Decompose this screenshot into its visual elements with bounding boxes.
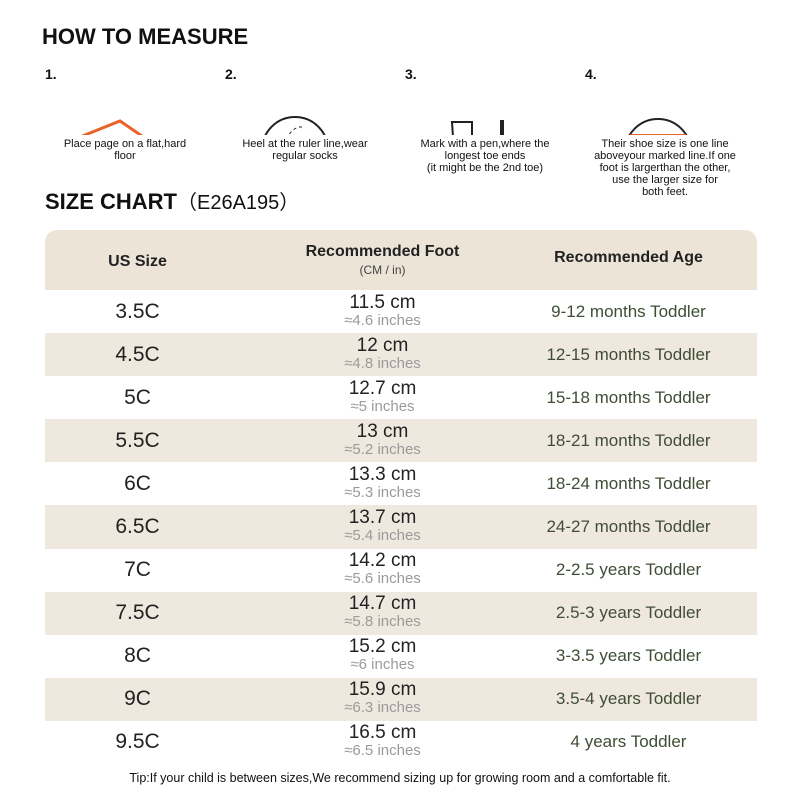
foot-cm: 14.7 cm [348, 593, 417, 615]
age: 2-2.5 years Toddler [555, 560, 702, 580]
foot-cm: 14.2 cm [348, 550, 417, 572]
table-row: 5.5C 13 cm ≈5.2 inches 18-21 months Toddler [45, 419, 757, 463]
size-table: US Size Recommended Foot (CM / in) Recommen… [45, 230, 757, 764]
caption-line: longest toe ends [444, 150, 526, 162]
column-subtitle: (CM / in) [359, 263, 406, 277]
caption-line: floor [114, 150, 136, 162]
table-row: 7C 14.2 cm ≈5.6 inches 2-2.5 years Toddler [45, 548, 757, 592]
age: 3.5-4 years Toddler [555, 689, 702, 709]
us-size: 5C [124, 385, 151, 409]
us-size: 8C [124, 644, 151, 668]
foot-cm: 12 cm [356, 334, 409, 356]
table-row: 9C 15.9 cm ≈6.3 inches 3.5-4 years Toddler [45, 677, 757, 721]
caption-line: both feet. [642, 186, 688, 198]
caption-line: Heel at the ruler line,wear [242, 138, 368, 150]
size-chart-title: SIZE CHART（E26A195） [45, 186, 299, 215]
table-row: 5C 12.7 cm ≈5 inches 15-18 months Toddler [45, 376, 757, 420]
header-title: HOW TO MEASURE [42, 24, 249, 49]
us-size: 9.5C [115, 730, 160, 754]
foot-cm: 13.3 cm [348, 463, 417, 485]
table-row: 4.5C 12 cm ≈4.8 inches 12-15 months Toddler [45, 333, 757, 377]
table-row: 6.5C 13.7 cm ≈5.4 inches 24-27 months Toddl… [45, 505, 757, 549]
table-row: 7.5C 14.7 cm ≈5.8 inches 2.5-3 years Toddle… [45, 591, 757, 635]
table-row: 3.5C 11.5 cm ≈4.6 inches 9-12 months Toddle… [45, 290, 757, 334]
us-size: 5.5C [115, 428, 160, 452]
footer-tip: Tip:If your child is between sizes,We re… [129, 771, 671, 785]
foot-cm: 15.2 cm [348, 636, 417, 658]
us-size: 7C [124, 558, 151, 582]
age: 4 years Toddler [570, 732, 687, 752]
caption-line: aboveyour marked line.If one [594, 150, 736, 162]
icon-heel [264, 116, 326, 135]
foot-inches: ≈4.8 inches [344, 354, 421, 372]
icon-foot [628, 118, 688, 135]
foot-cm: 13 cm [356, 420, 409, 442]
table-row: 9.5C 16.5 cm ≈6.5 inches 4 years Toddler [45, 720, 757, 764]
step-number: 1. [45, 66, 57, 82]
foot-inches: ≈6.3 inches [344, 699, 421, 717]
us-size: 4.5C [115, 342, 160, 366]
us-size: 7.5C [115, 601, 160, 625]
us-size: 6.5C [115, 514, 160, 538]
age: 12-15 months Toddler [546, 344, 711, 364]
us-size: 6C [124, 471, 151, 495]
table-row: 6C 13.3 cm ≈5.3 inches 18-24 months Toddler [45, 462, 757, 506]
foot-inches: ≈6.5 inches [344, 742, 421, 760]
step-number: 3. [405, 66, 417, 82]
age: 18-24 months Toddler [546, 473, 711, 493]
foot-inches: ≈5.2 inches [344, 440, 421, 458]
foot-inches: ≈5.6 inches [344, 570, 421, 588]
column-title: US Size [108, 253, 167, 270]
step-caption: Heel at the ruler line,wear regular socks [220, 138, 390, 162]
foot-cm: 13.7 cm [348, 506, 417, 528]
foot-inches: ≈5.4 inches [344, 526, 421, 544]
caption-line: (it might be the 2nd toe) [426, 162, 544, 174]
caption-line: foot is largerthan the other, [599, 162, 731, 174]
size-chart-label: SIZE CHART [45, 189, 177, 214]
foot-inches: ≈4.6 inches [344, 311, 421, 329]
age: 24-27 months Toddler [546, 516, 711, 536]
foot-cm: 15.9 cm [348, 679, 417, 701]
age: 2.5-3 years Toddler [555, 603, 702, 623]
step-caption: Mark with a pen,where the longest toe end… [400, 138, 570, 174]
step-caption: Their shoe size is one line aboveyour mar… [580, 138, 750, 198]
step-number: 2. [225, 66, 237, 82]
caption-line: use the larger size for [612, 174, 718, 186]
age: 18-21 months Toddler [546, 430, 711, 450]
us-size: 9C [124, 687, 151, 711]
foot-cm: 12.7 cm [348, 377, 417, 399]
caption-line: Place page on a flat,hard [63, 138, 187, 150]
foot-inches: ≈5.8 inches [344, 613, 421, 631]
age: 3-3.5 years Toddler [555, 646, 702, 666]
us-size: 3.5C [115, 299, 160, 323]
column-title: Recommended Foot [305, 243, 460, 260]
icon-sock [450, 120, 504, 135]
foot-cm: 16.5 cm [348, 722, 417, 744]
caption-line: Their shoe size is one line [601, 138, 729, 150]
size-chart-code: （E26A195） [177, 192, 300, 214]
foot-inches: ≈5 inches [350, 397, 415, 415]
column-title: Recommended Age [554, 249, 703, 266]
age: 9-12 months Toddler [551, 301, 706, 321]
foot-inches: ≈5.3 inches [344, 483, 421, 501]
age: 15-18 months Toddler [546, 387, 711, 407]
caption-line: Mark with a pen,where the [420, 138, 550, 150]
foot-cm: 11.5 cm [349, 291, 416, 313]
foot-inches: ≈6 inches [350, 656, 415, 674]
table-header: US Size Recommended Foot (CM / in) Recommen… [45, 230, 757, 290]
step-number: 4. [585, 66, 597, 82]
caption-line: regular socks [272, 150, 338, 162]
icon-paper [80, 119, 144, 135]
step-icons [80, 116, 688, 135]
step-caption: Place page on a flat,hard floor [40, 138, 210, 162]
table-row: 8C 15.2 cm ≈6 inches 3-3.5 years Toddler [45, 634, 757, 678]
